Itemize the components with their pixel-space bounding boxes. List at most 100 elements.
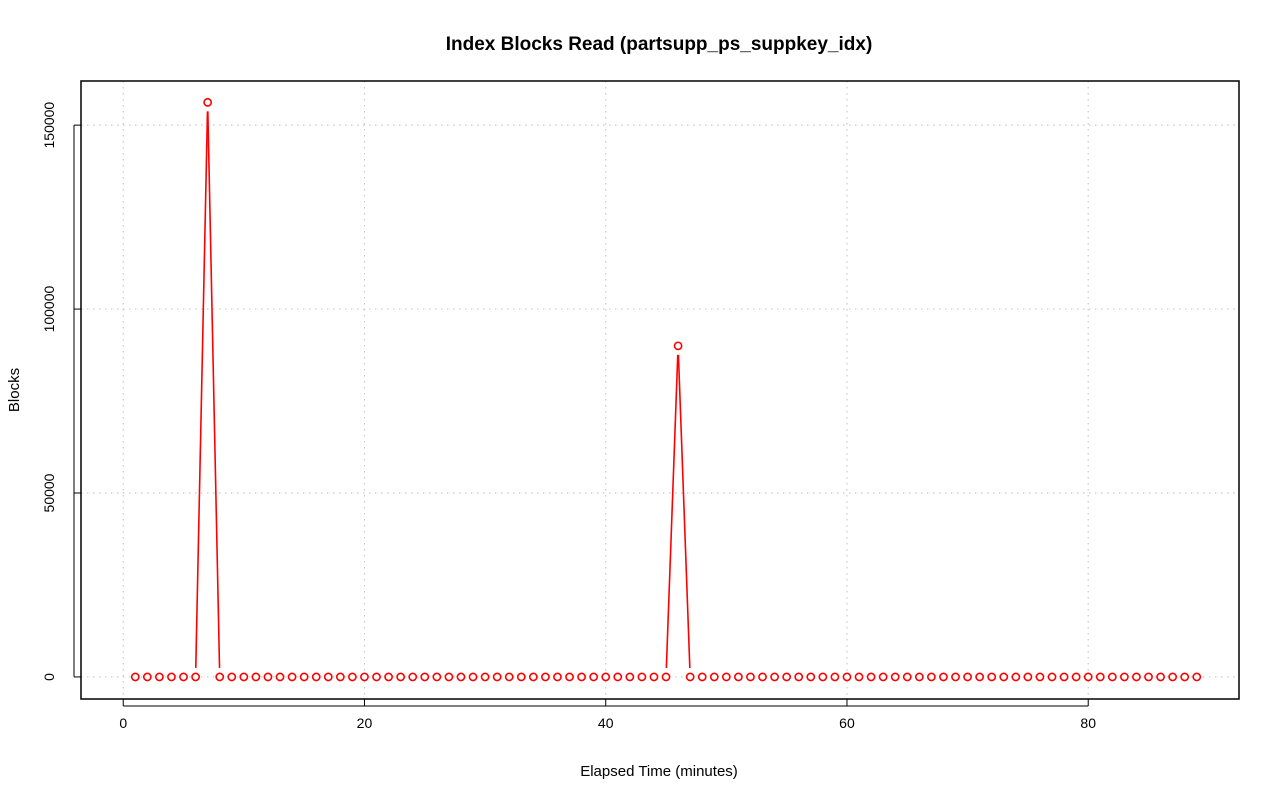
data-point: [649, 672, 659, 682]
data-point: [215, 672, 225, 682]
data-point: [721, 672, 731, 682]
data-point: [444, 672, 454, 682]
data-point: [323, 672, 333, 682]
data-point: [1144, 672, 1153, 682]
data-point: [613, 672, 623, 682]
y-tick-label: 50000: [41, 473, 57, 512]
data-point: [987, 672, 997, 682]
x-tick-label: 80: [1080, 715, 1096, 731]
data-point: [746, 672, 755, 682]
data-point: [227, 672, 237, 682]
data-point: [348, 672, 357, 682]
data-point: [842, 672, 852, 682]
data-point: [396, 672, 406, 682]
data-point: [1156, 672, 1165, 682]
data-point: [794, 672, 804, 682]
data-point: [468, 672, 478, 682]
series-segment: [665, 354, 679, 668]
data-point: [360, 672, 369, 682]
data-point: [203, 97, 213, 107]
data-point: [1011, 672, 1021, 682]
x-tick-label: 0: [119, 715, 127, 731]
data-point: [480, 672, 490, 682]
data-point: [1095, 672, 1105, 682]
data-point: [155, 672, 164, 682]
plot-frame: [80, 80, 1240, 700]
data-point: [854, 672, 864, 682]
data-point: [239, 672, 249, 682]
data-point: [709, 672, 719, 682]
data-point: [504, 672, 514, 682]
data-point: [951, 672, 960, 682]
data-point: [577, 672, 586, 682]
data-point: [673, 341, 683, 351]
data-point: [758, 672, 767, 682]
data-point: [565, 672, 574, 682]
data-point: [625, 672, 635, 682]
data-point: [914, 672, 924, 682]
x-axis: 0 20 40 60 80: [119, 699, 1096, 731]
data-point: [142, 672, 152, 682]
data-point: [818, 672, 828, 682]
data-point: [179, 672, 188, 682]
data-point: [420, 672, 430, 682]
data-point: [1180, 672, 1190, 682]
data-point: [1023, 672, 1033, 682]
data-point: [685, 672, 695, 682]
data-point: [408, 672, 418, 682]
data-point: [975, 672, 985, 682]
data-point: [251, 672, 261, 682]
data-point: [1120, 672, 1129, 682]
y-axis-label: Blocks: [6, 368, 23, 412]
data-point: [384, 672, 393, 682]
data-point: [516, 672, 526, 682]
data-point: [939, 672, 948, 682]
data-point: [637, 672, 647, 682]
data-point: [806, 672, 816, 682]
data-point: [734, 672, 743, 682]
data-point: [697, 672, 707, 682]
data-point: [782, 672, 792, 682]
chart-title: Index Blocks Read (partsupp_ps_suppkey_i…: [446, 34, 873, 55]
data-point: [492, 672, 502, 682]
data-point: [1047, 672, 1057, 682]
data-point: [927, 672, 936, 682]
y-tick-label: 150000: [41, 102, 57, 149]
data-point: [1083, 672, 1093, 682]
x-tick-label: 40: [598, 715, 614, 731]
data-point: [553, 672, 562, 682]
data-point: [830, 672, 840, 682]
data-point: [963, 672, 972, 682]
data-point: [335, 672, 345, 682]
x-axis-label: Elapsed Time (minutes): [580, 763, 738, 780]
series-line: [194, 111, 691, 668]
data-points: [130, 97, 1202, 682]
data-point: [589, 672, 599, 682]
data-point: [191, 672, 200, 682]
series-segment: [677, 354, 691, 668]
data-point: [263, 672, 273, 682]
data-point: [1192, 672, 1202, 682]
y-tick-label: 100000: [41, 286, 57, 333]
data-point: [999, 672, 1009, 682]
data-point: [601, 672, 611, 682]
data-point: [902, 672, 912, 682]
data-point: [311, 672, 321, 682]
data-point: [287, 672, 297, 682]
data-point: [372, 672, 381, 682]
series-segment: [194, 111, 209, 668]
x-tick-label: 20: [357, 715, 373, 731]
data-point: [1132, 672, 1141, 682]
data-point: [432, 672, 442, 682]
data-point: [1107, 672, 1117, 682]
data-point: [1168, 672, 1178, 682]
data-point: [890, 672, 900, 682]
data-point: [661, 672, 671, 682]
series-segment: [207, 111, 221, 668]
data-point: [878, 672, 888, 682]
data-point: [1059, 672, 1069, 682]
data-point: [866, 672, 876, 682]
data-point: [770, 672, 779, 682]
data-point: [1035, 672, 1045, 682]
